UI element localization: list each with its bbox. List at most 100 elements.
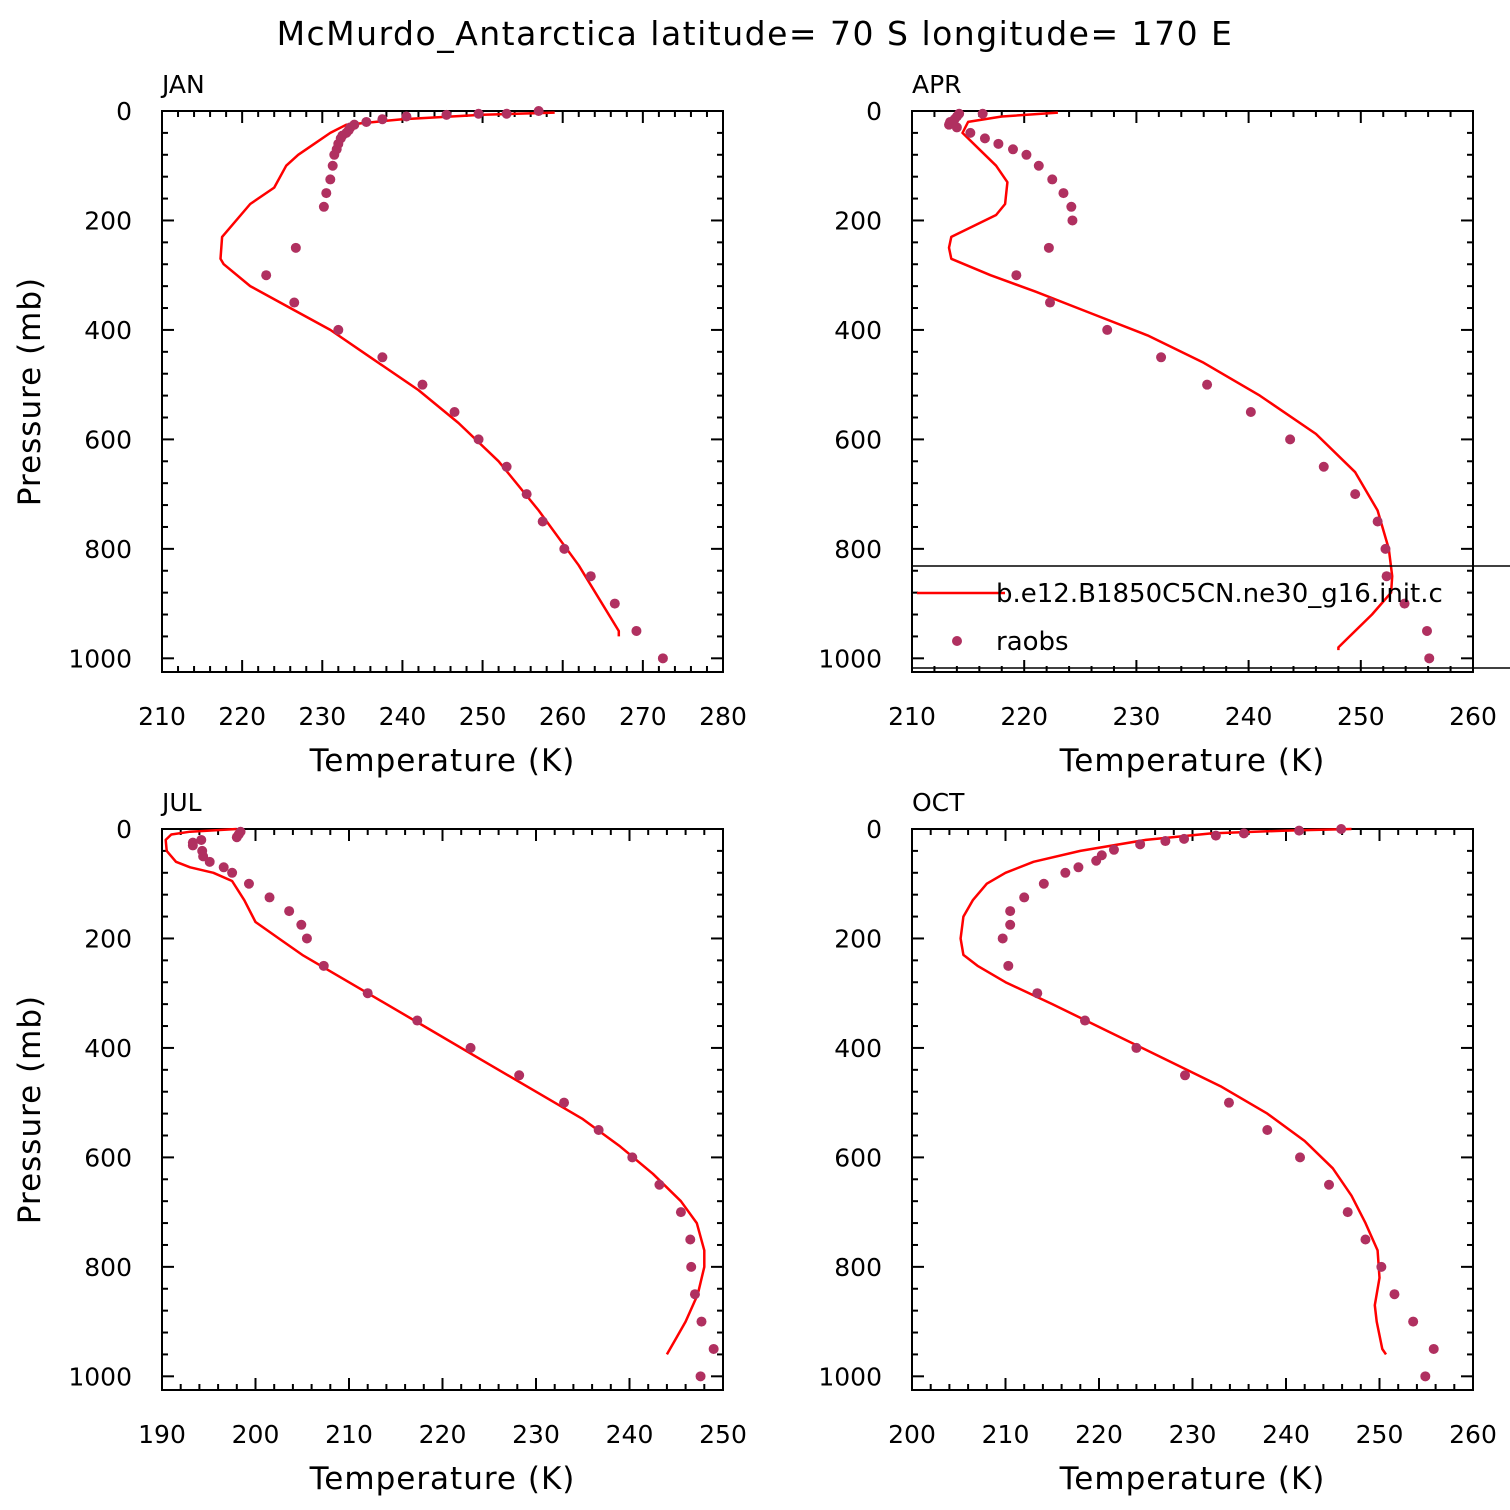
model-line (219, 111, 621, 637)
x-tick-label: 210 (138, 702, 186, 731)
x-tick-label: 230 (512, 1420, 560, 1449)
raobs-point (1032, 988, 1043, 999)
raobs-point (1067, 215, 1078, 226)
legend-model-label: b.e12.B1850C5CN.ne30_g16.init.c (996, 579, 1443, 609)
raobs-point (585, 571, 596, 582)
raobs-point (1223, 1097, 1234, 1108)
raobs-point (1135, 839, 1146, 850)
raobs-point (231, 832, 242, 843)
x-tick-label: 250 (1356, 1420, 1404, 1449)
raobs-point (1399, 598, 1410, 609)
raobs-point (696, 1316, 707, 1327)
raobs-point (227, 867, 238, 878)
raobs-point (1294, 825, 1305, 836)
panel-oct: OCT 200 210 220 230 240 250 260 0 200 400 600 800 100… (818, 788, 1496, 1497)
y-tick-label: 600 (84, 425, 132, 454)
y-tick-label: 600 (834, 425, 882, 454)
raobs-point (1380, 543, 1391, 554)
raobs-point (685, 1234, 696, 1245)
raobs-point (187, 840, 198, 851)
raobs-point (261, 270, 272, 281)
raobs-point (1156, 352, 1167, 363)
raobs-point (449, 407, 460, 418)
plot-frame (161, 828, 724, 1391)
raobs-point (412, 1015, 423, 1026)
raobs-point (1318, 461, 1329, 472)
raobs-point (514, 1070, 525, 1081)
raobs-point (204, 856, 215, 867)
raobs-point (1238, 828, 1249, 839)
panel-label: JAN (160, 70, 205, 99)
model-line (947, 111, 1394, 651)
raobs-point (325, 174, 336, 185)
panel-apr: APR 210 220 230 240 250 260 0 200 400 600 800 1000 Te… (818, 70, 1510, 779)
raobs-point (1019, 892, 1030, 903)
y-tick-label: 1000 (68, 1362, 132, 1391)
raobs-point (977, 108, 988, 119)
raobs-point (1021, 149, 1032, 160)
raobs-point (1420, 1371, 1431, 1382)
x-tick-label: 200 (888, 1420, 936, 1449)
x-tick-label: 260 (539, 702, 587, 731)
raobs-point (362, 988, 373, 999)
raobs-point (243, 878, 254, 889)
raobs-point (1381, 571, 1392, 582)
x-tick-label: 240 (379, 702, 427, 731)
raobs-point (1038, 878, 1049, 889)
raobs-point (290, 242, 301, 253)
y-tick-label: 1000 (818, 644, 882, 673)
raobs-point (1058, 188, 1069, 199)
raobs-point (441, 109, 452, 120)
y-tick-label: 200 (834, 206, 882, 235)
raobs-point (401, 111, 412, 122)
x-tick-label: 220 (1075, 1420, 1123, 1449)
panel-label: OCT (912, 788, 965, 817)
x-axis-label: Temperature (K) (1059, 743, 1326, 779)
x-tick-label: 240 (1262, 1420, 1310, 1449)
y-tick-label: 0 (866, 815, 882, 844)
x-tick-label: 260 (1449, 702, 1497, 731)
raobs-point (473, 108, 484, 119)
raobs-point (377, 352, 388, 363)
y-tick-label: 1000 (68, 644, 132, 673)
raobs-point (1003, 960, 1014, 971)
raobs-point (686, 1261, 697, 1272)
raobs-point (1073, 862, 1084, 873)
raobs-point (284, 906, 295, 917)
raobs-point (1285, 434, 1296, 445)
raobs-point (1324, 1179, 1335, 1190)
raobs-point (318, 960, 329, 971)
y-tick-label: 400 (834, 316, 882, 345)
raobs-point (1005, 906, 1016, 917)
raobs-point (708, 1343, 719, 1354)
raobs-point (1376, 1261, 1387, 1272)
raobs-point (377, 114, 388, 125)
raobs-point (1245, 407, 1256, 418)
y-tick-label: 800 (84, 535, 132, 564)
raobs-point (695, 1371, 706, 1382)
raobs-point (559, 1097, 570, 1108)
raobs-point (321, 188, 332, 199)
raobs-point (198, 851, 209, 862)
raobs-point (296, 919, 307, 930)
raobs-point (631, 625, 642, 636)
raobs-point (1007, 144, 1018, 155)
raobs-point (1372, 516, 1383, 527)
x-tick-label: 250 (459, 702, 507, 731)
raobs-point (1342, 1207, 1353, 1218)
panel-jul: JUL 190 200 210 220 230 240 250 0 200 400 600 800 100… (12, 788, 747, 1497)
y-tick-label: 0 (116, 815, 132, 844)
raobs-point (1360, 1234, 1371, 1245)
legend-obs-label: raobs (996, 627, 1069, 657)
y-tick-label: 600 (84, 1143, 132, 1172)
raobs-point (1428, 1343, 1439, 1354)
raobs-point (997, 933, 1008, 944)
raobs-point (1045, 297, 1056, 308)
y-tick-label: 400 (84, 1034, 132, 1063)
raobs-point (1091, 855, 1102, 866)
model-line (959, 827, 1388, 1356)
raobs-point (593, 1125, 604, 1136)
x-tick-label: 220 (218, 702, 266, 731)
